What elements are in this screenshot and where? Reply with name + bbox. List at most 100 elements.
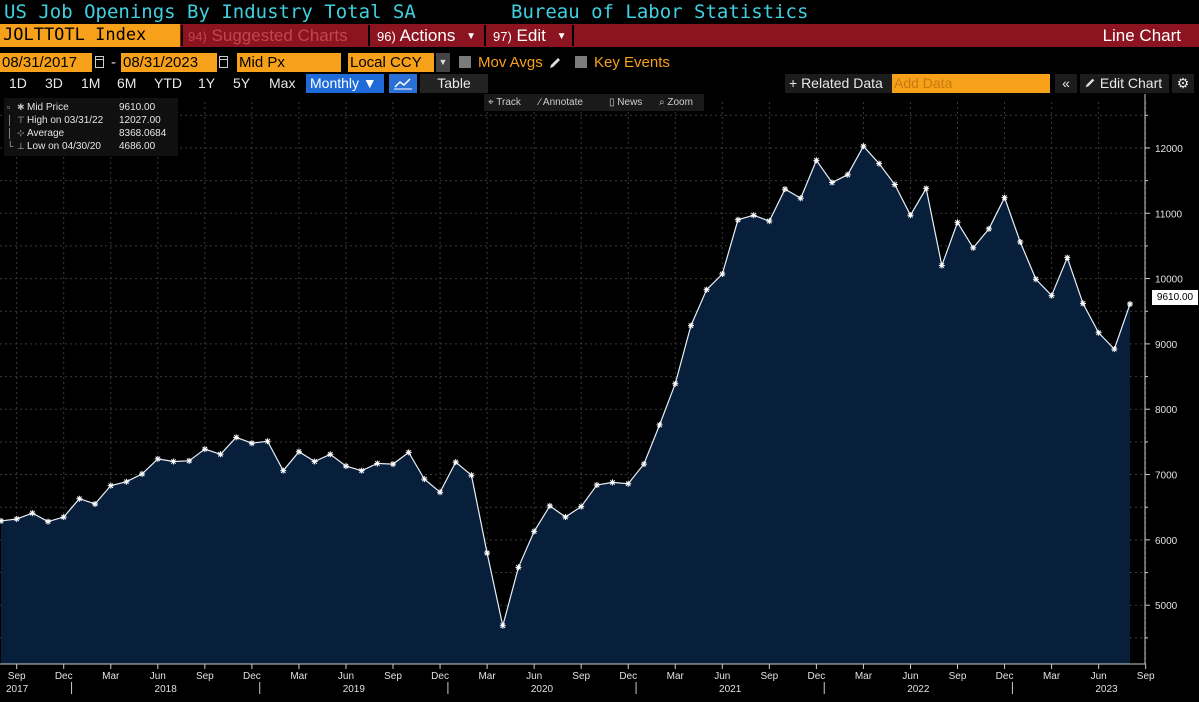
x-tick-label: Sep	[949, 671, 967, 682]
legend-value: 9610.00	[119, 102, 156, 113]
range-1y[interactable]: 1Y	[198, 75, 216, 91]
data-point	[891, 181, 898, 188]
data-point	[734, 216, 741, 223]
calendar-icon[interactable]	[219, 56, 228, 68]
start-date-field[interactable]: 08/31/2017	[0, 53, 92, 72]
data-point	[844, 171, 851, 178]
collapse-icon[interactable]: «	[1055, 74, 1077, 93]
data-point	[342, 463, 349, 470]
y-tick-label: 11000	[1155, 209, 1183, 220]
data-point	[170, 458, 177, 465]
high-marker-icon: ⊤	[17, 115, 25, 125]
data-point	[1127, 301, 1133, 308]
legend-label: Low on 04/30/20	[27, 141, 101, 152]
currency-dropdown-icon[interactable]: ▼	[436, 53, 450, 72]
data-point	[1017, 238, 1024, 245]
data-point	[123, 478, 130, 485]
x-tick-label: Mar	[1043, 671, 1061, 682]
range-5y[interactable]: 5Y	[233, 75, 251, 91]
x-tick-label: Mar	[667, 671, 685, 682]
legend-box[interactable]: ▫ ✱ Mid Price 9610.00 │ ⊤ High on 03/31/22 1…	[4, 98, 178, 156]
options-row: 08/31/2017 - 08/31/2023 Mid Px Local CCY…	[0, 53, 1199, 72]
x-tick-label: Mar	[290, 671, 308, 682]
range-ytd[interactable]: YTD	[154, 75, 182, 91]
data-point	[703, 286, 710, 293]
data-point	[13, 515, 20, 522]
range-max[interactable]: Max	[269, 75, 296, 91]
chart-area[interactable]: 5000 6000 7000 8000 9000 10000 11000 12000 Sep D…	[0, 94, 1199, 702]
annotate-tool[interactable]: ⁄ Annotate	[539, 94, 583, 111]
x-tick-label: Dec	[431, 671, 449, 682]
suggested-num: 94)	[188, 29, 207, 44]
legend-low: └ ⊥ Low on 04/30/20	[7, 140, 101, 153]
zoom-tool[interactable]: ⌕ Zoom	[659, 94, 693, 111]
data-point	[1048, 292, 1055, 299]
key-events-checkbox[interactable]	[575, 56, 587, 68]
data-point	[201, 446, 208, 453]
line-chart-icon-button[interactable]	[389, 74, 417, 93]
data-point	[876, 160, 883, 167]
data-point	[546, 502, 553, 509]
settings-gear-icon[interactable]: ⚙	[1172, 74, 1194, 93]
news-icon: ▯	[609, 97, 615, 108]
news-tool[interactable]: ▯ News	[609, 94, 642, 111]
calendar-icon[interactable]	[95, 56, 104, 68]
line-chart[interactable]: 5000 6000 7000 8000 9000 10000 11000 12000 Sep D…	[0, 94, 1199, 702]
area-series	[0, 145, 1131, 665]
x-tick-label: Jun	[338, 671, 354, 682]
range-toolbar: 1D 3D 1M 6M YTD 1Y 5Y Max Monthly ▼ Tabl…	[0, 74, 1199, 93]
x-tick-label: Jun	[526, 671, 542, 682]
ticker-field[interactable]: JOLTTOTL Index	[0, 24, 180, 47]
news-label: News	[617, 97, 643, 108]
edit-menu[interactable]: 97) Edit ▼	[493, 24, 566, 47]
x-year-label: 2022	[907, 684, 930, 695]
add-data-input[interactable]: Add Data	[892, 74, 1050, 93]
currency-selector[interactable]: Local CCY	[348, 53, 434, 72]
data-point	[640, 461, 647, 468]
table-button[interactable]: Table	[420, 74, 488, 93]
mov-avgs-checkbox[interactable]	[459, 56, 471, 68]
range-1m[interactable]: 1M	[81, 75, 101, 91]
data-point	[719, 271, 726, 278]
data-point	[264, 438, 271, 445]
end-date-field[interactable]: 08/31/2023	[121, 53, 217, 72]
key-events-label[interactable]: Key Events	[594, 54, 670, 71]
actions-menu[interactable]: 96) Actions ▼	[377, 24, 476, 47]
range-1d[interactable]: 1D	[9, 75, 27, 91]
star-marker-icon: ✱	[17, 102, 25, 112]
legend-value: 12027.00	[119, 115, 161, 126]
data-point	[374, 460, 381, 467]
range-6m[interactable]: 6M	[117, 75, 137, 91]
data-point	[499, 622, 506, 629]
range-3d[interactable]: 3D	[45, 75, 63, 91]
field-selector[interactable]: Mid Px	[237, 53, 341, 72]
data-point	[813, 157, 820, 164]
related-data-button[interactable]: + Related Data	[785, 74, 892, 93]
x-year-label: 2018	[155, 684, 178, 695]
divider	[368, 25, 370, 46]
mov-avgs-label[interactable]: Mov Avgs	[478, 54, 543, 71]
x-tick-label: Jun	[902, 671, 918, 682]
x-year-label: 2020	[531, 684, 554, 695]
data-point	[860, 143, 867, 150]
suggested-charts-button[interactable]: 94) Suggested Charts	[188, 24, 348, 47]
x-year-label: 2021	[719, 684, 742, 695]
pencil-icon	[1085, 78, 1095, 88]
x-year-label: 2019	[343, 684, 366, 695]
pencil-icon[interactable]	[548, 56, 562, 70]
track-tool[interactable]: ⌖ Track	[488, 94, 521, 111]
data-point	[29, 510, 36, 517]
edit-chart-label: Edit Chart	[1099, 75, 1163, 91]
date-dash: -	[111, 54, 116, 71]
last-value-label: 9610.00	[1152, 290, 1198, 305]
chart-type-label: Line Chart	[1102, 26, 1181, 45]
x-axis: Sep Dec Mar Jun Sep Dec Mar Jun Sep Dec Mar Jun Sep D…	[0, 663, 1155, 695]
edit-chart-button[interactable]: Edit Chart	[1080, 74, 1169, 93]
data-point	[186, 457, 193, 464]
data-point	[437, 489, 444, 496]
edit-label: Edit	[516, 26, 546, 45]
data-point	[1064, 254, 1071, 261]
frequency-dropdown[interactable]: Monthly ▼	[306, 74, 384, 93]
corner-icon: └	[7, 141, 14, 151]
x-tick-label: Jun	[150, 671, 166, 682]
